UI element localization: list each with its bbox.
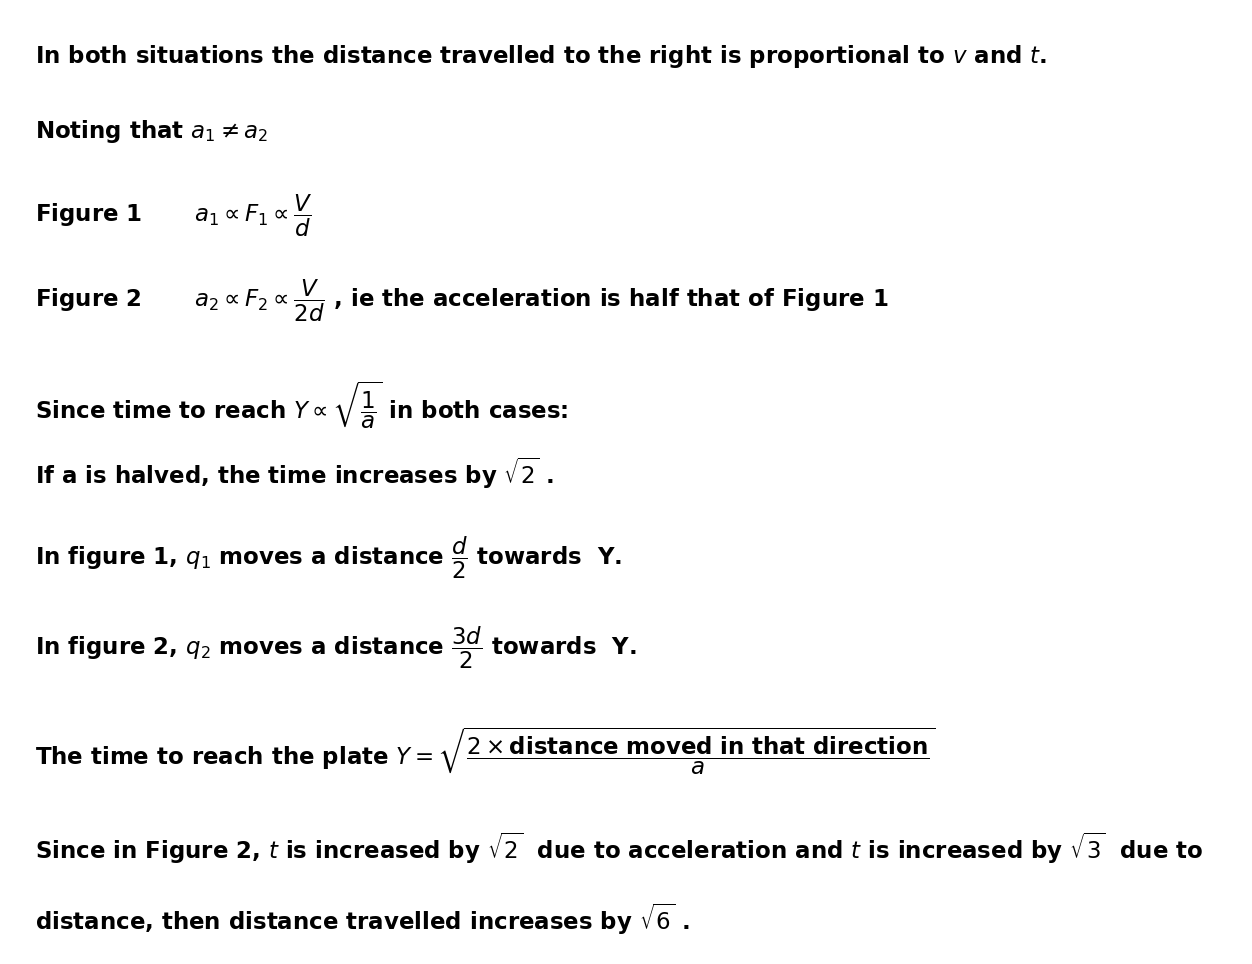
Text: In both situations the distance travelled to the right is proportional to $v$ an: In both situations the distance travelle… [35,43,1047,70]
Text: Noting that $a_1 \neq a_2$: Noting that $a_1 \neq a_2$ [35,118,268,145]
Text: Since time to reach $Y \propto \sqrt{\dfrac{1}{a}}$ in both cases:: Since time to reach $Y \propto \sqrt{\df… [35,379,568,431]
Text: Figure 1$\quad\quad$ $a_1 \propto F_1 \propto \dfrac{V}{d}$: Figure 1$\quad\quad$ $a_1 \propto F_1 \p… [35,193,313,239]
Text: Since in Figure 2, $t$ is increased by $\sqrt{2}$  due to acceleration and $t$ i: Since in Figure 2, $t$ is increased by $… [35,831,1203,867]
Text: The time to reach the plate $Y = \sqrt{\dfrac{2 \times \mathbf{distance\ moved\ : The time to reach the plate $Y = \sqrt{\… [35,725,935,777]
Text: In figure 2, $q_2$ moves a distance $\dfrac{3d}{2}$ towards  Y.: In figure 2, $q_2$ moves a distance $\df… [35,625,637,671]
Text: If a is halved, the time increases by $\sqrt{2}$ .: If a is halved, the time increases by $\… [35,456,555,492]
Text: distance, then distance travelled increases by $\sqrt{6}$ .: distance, then distance travelled increa… [35,901,690,937]
Text: In figure 1, $q_1$ moves a distance $\dfrac{d}{2}$ towards  Y.: In figure 1, $q_1$ moves a distance $\df… [35,535,622,581]
Text: Figure 2$\quad\quad$ $a_2 \propto F_2 \propto \dfrac{V}{2d}$ , ie the accelerati: Figure 2$\quad\quad$ $a_2 \propto F_2 \p… [35,278,889,324]
